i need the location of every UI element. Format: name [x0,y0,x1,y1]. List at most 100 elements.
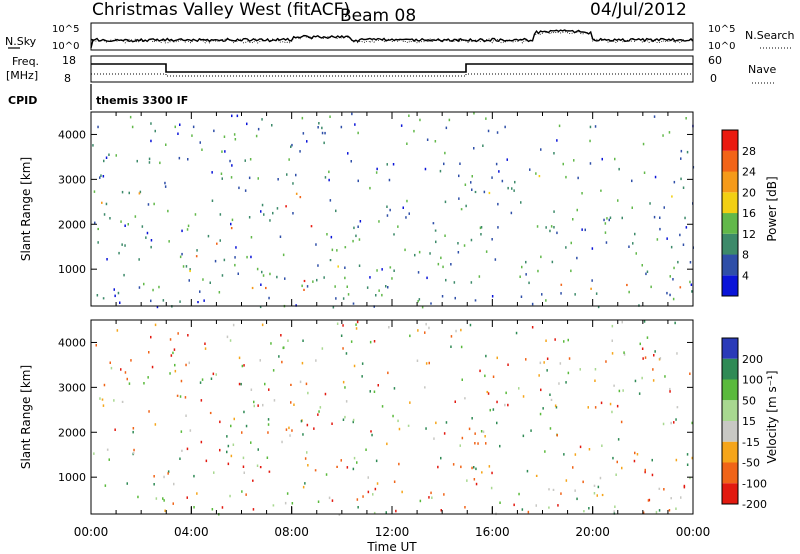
power-cell [234,263,236,267]
velocity-cell [282,346,284,350]
velocity-cell [219,420,221,424]
power-colorbar-tick-label: 16 [742,207,756,220]
velocity-panel: 1000 2000 3000 4000 Slant Range [km] 200 100… [19,319,779,554]
velocity-cell [623,351,625,354]
velocity-cell [232,443,235,446]
power-cell [487,129,490,133]
velocity-cell [304,482,306,485]
power-cell [145,236,147,239]
power-cell [221,150,223,153]
nsky-tick-low: 10^0 [52,41,79,52]
velocity-cell [634,379,637,383]
velocity-cell [240,382,242,386]
velocity-cell [518,492,520,496]
power-cell [359,220,362,223]
velocity-cell [443,432,446,435]
power-cell [234,256,236,259]
power-cell [507,186,509,190]
power-cell [138,286,141,289]
power-cell [393,269,395,272]
power-cell [684,216,686,220]
velocity-cell [464,397,466,400]
velocity-cell [300,419,303,423]
power-cell [103,159,105,163]
velocity-cell [209,411,212,415]
power-cell [570,269,572,273]
velocity-cell [365,448,367,451]
power-cell [597,305,600,309]
power-cell [120,220,122,223]
power-cell [148,157,151,161]
power-cell [635,252,637,255]
velocity-cell [558,382,560,385]
power-cell [194,213,197,216]
velocity-cell [641,376,643,380]
velocity-cell [567,371,570,375]
power-cell [97,227,99,231]
power-cell [589,162,592,165]
velocity-cell [613,512,616,515]
power-cell [189,269,191,273]
velocity-cell [634,451,636,455]
velocity-cell [468,427,471,431]
power-cell [347,293,350,296]
power-cell [545,226,547,229]
power-cell [306,285,309,288]
velocity-cell [137,495,139,499]
power-cell [429,252,431,255]
power-colorbar-swatch [722,150,738,172]
velocity-cell [361,362,364,365]
velocity-cell [93,452,95,455]
velocity-cell [356,461,358,464]
velocity-cell [169,338,172,341]
velocity-cell [593,484,596,487]
power-colorbar-swatch [722,254,738,276]
power-cell [418,250,421,254]
power-cell [497,202,499,206]
velocity-cell [102,404,105,407]
power-cell [514,180,516,184]
power-cell [96,294,99,297]
velocity-cell [108,458,110,461]
power-cell [641,264,643,267]
velocity-cell [482,430,485,434]
velocity-cell [594,379,596,382]
power-cell [269,219,271,222]
velocity-cell [398,462,400,466]
power-cell [685,226,688,229]
time-x-tick-label: 12:00 [375,525,410,539]
plot-title: Christmas Valley West (fitACF) [92,0,350,20]
velocity-cell [479,369,481,373]
power-cell [444,200,447,204]
power-cell [249,158,252,161]
velocity-cell [352,467,355,471]
velocity-cell [397,419,399,423]
date-label: 04/Jul/2012 [590,0,687,20]
velocity-cell [109,361,111,364]
velocity-cell [489,408,491,412]
power-cell [491,238,493,241]
velocity-cell [579,368,581,371]
velocity-colorbar-tick-label: 100 [742,374,763,387]
velocity-cell [530,429,532,432]
power-frame [90,111,694,307]
velocity-cell [345,352,348,355]
velocity-cell [154,423,157,426]
velocity-cell [460,465,462,469]
velocity-cell [435,421,437,425]
power-cell [406,142,408,145]
velocity-cell [238,382,241,386]
power-cell [443,162,445,166]
power-cell [603,218,605,222]
power-cell [119,301,121,304]
velocity-cell [613,384,615,387]
power-cell [299,196,302,199]
power-cell [105,156,108,159]
power-cell [465,204,467,208]
power-cell [556,139,558,142]
velocity-cell [597,485,600,489]
power-cell [494,258,497,261]
power-cell [261,270,263,274]
power-cell [261,118,263,121]
velocity-colorbar-label: Velocity [m s⁻¹] [765,370,779,463]
